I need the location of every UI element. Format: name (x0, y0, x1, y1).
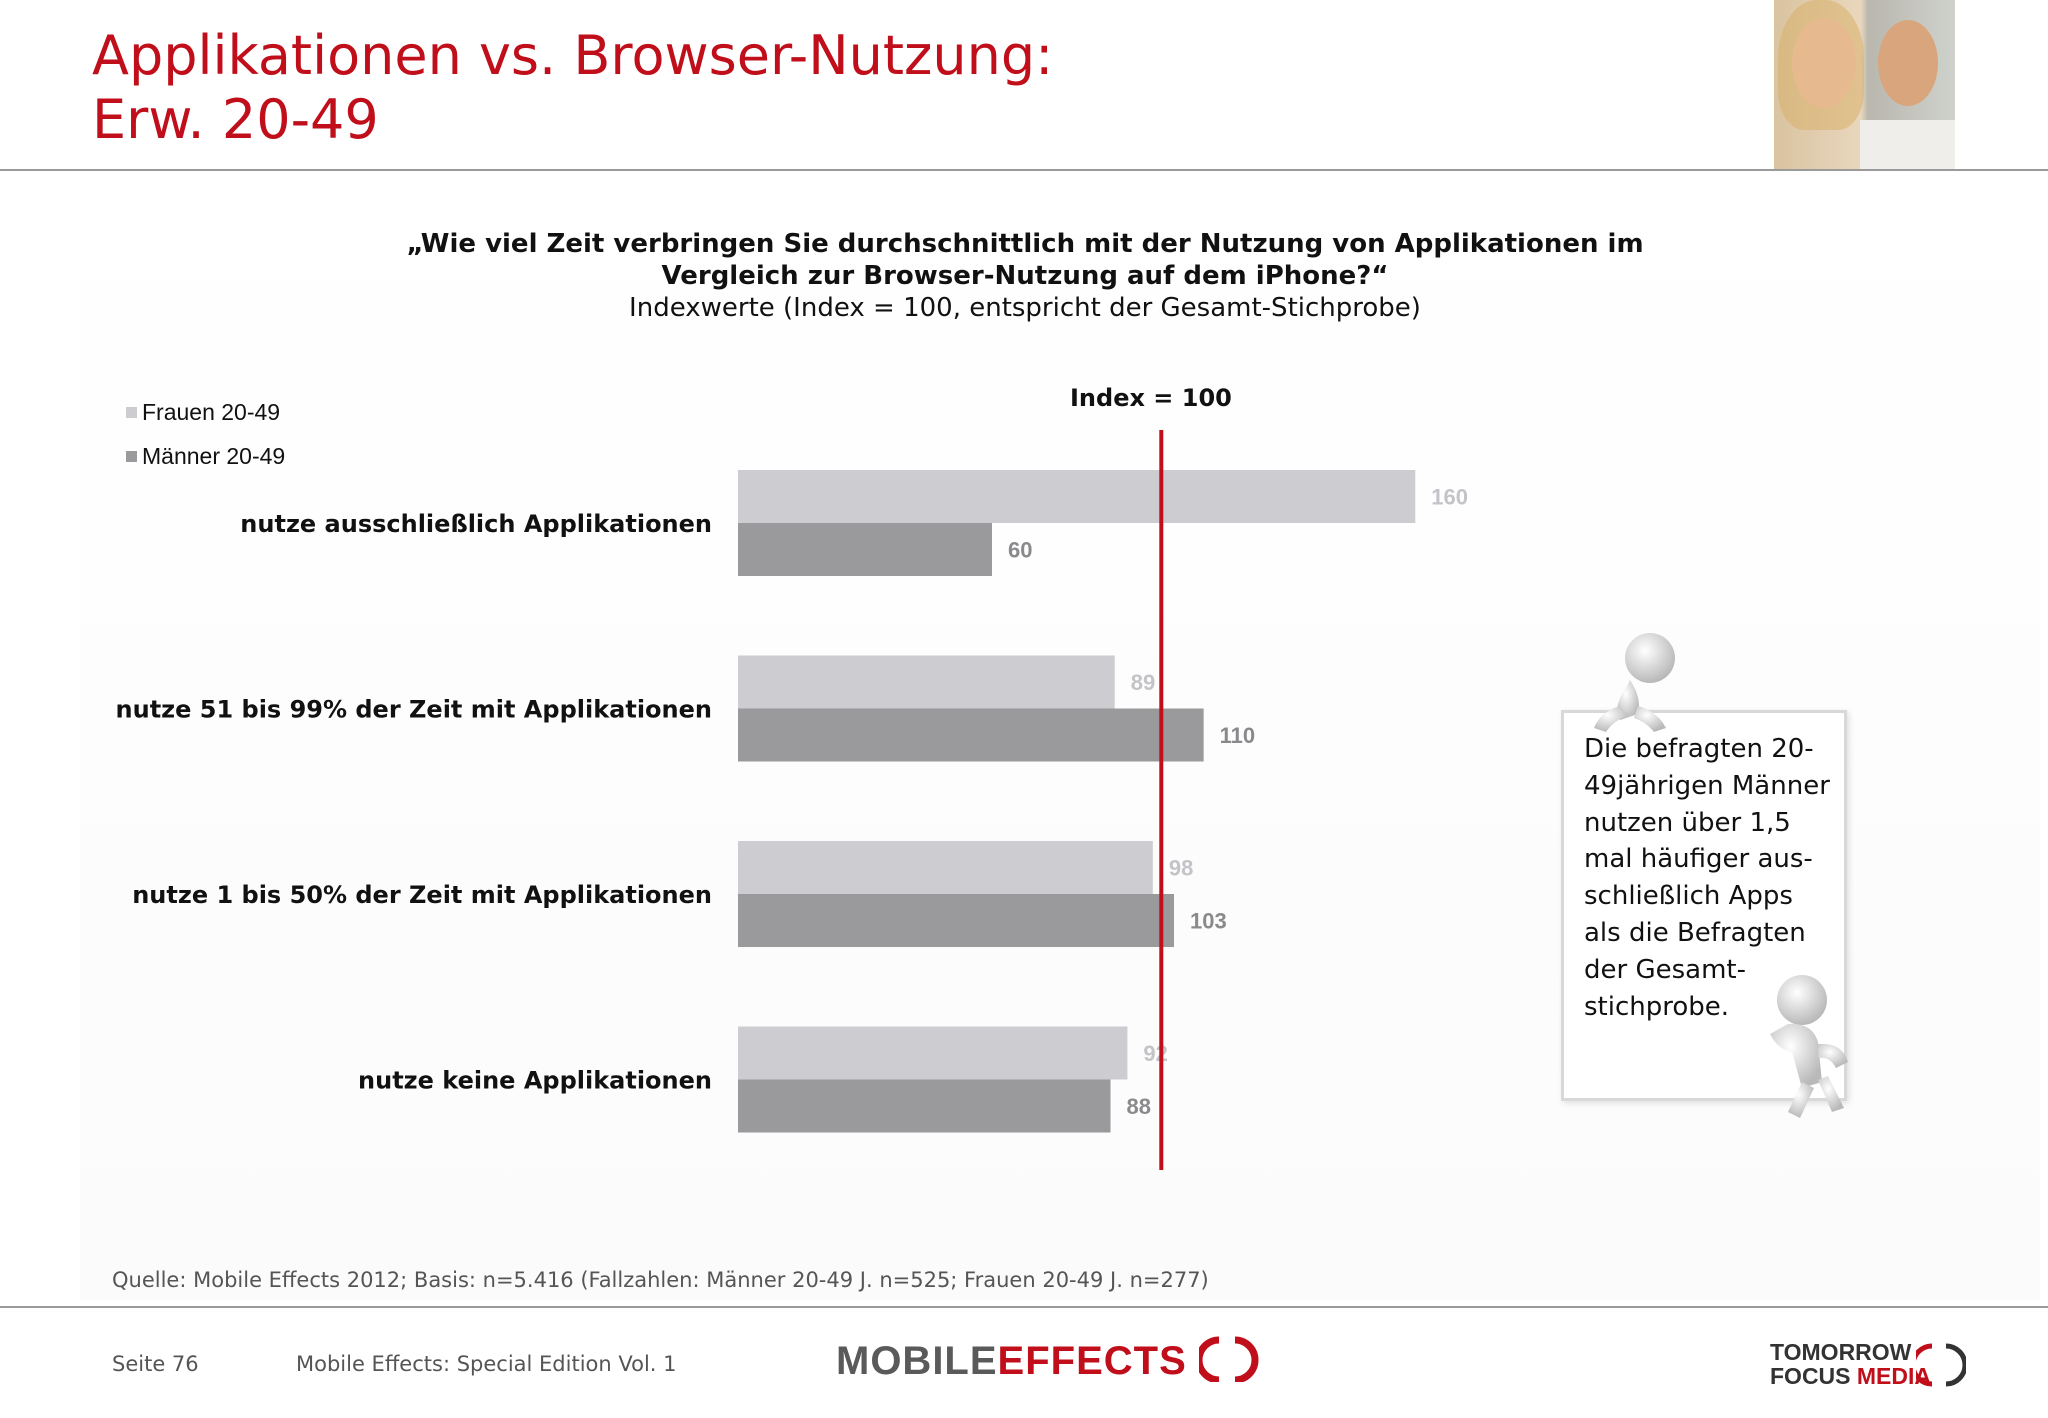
bar-maenner (738, 1079, 1111, 1133)
data-label: 60 (1008, 538, 1032, 563)
header-photo (1774, 0, 1955, 170)
chart-legend: Frauen 20-49 Männer 20-49 (126, 390, 285, 478)
category-label: nutze 1 bis 50% der Zeit mit Applikation… (132, 881, 712, 909)
footer-divider (0, 1306, 2048, 1308)
mobile-effects-logo-mark-icon (1195, 1336, 1259, 1384)
category-label: nutze keine Applikationen (358, 1067, 712, 1095)
title-line-2: Erw. 20-49 (92, 88, 379, 151)
legend-label-maenner: Männer 20-49 (142, 442, 286, 469)
bar-frauen (738, 841, 1153, 894)
category-label: nutze ausschließlich Applikationen (240, 510, 712, 538)
bar-frauen (738, 1026, 1128, 1080)
category-label: nutze 51 bis 99% der Zeit mit Applikatio… (116, 696, 712, 724)
bar-frauen (738, 470, 1416, 523)
data-label: 92 (1143, 1041, 1167, 1066)
legend-swatch-maenner (126, 450, 137, 462)
legend-label-frauen: Frauen 20-49 (142, 398, 281, 425)
data-label: 110 (1220, 723, 1256, 748)
bar-frauen (738, 655, 1115, 709)
data-label: 98 (1169, 856, 1193, 881)
bar-maenner (738, 708, 1204, 762)
figure-top-icon (1594, 633, 1675, 732)
data-label: 89 (1131, 670, 1155, 695)
annotation-text: Die befragten 20-49jährigen Männer nutze… (1584, 734, 1830, 1022)
source-note: Quelle: Mobile Effects 2012; Basis: n=5.… (112, 1268, 1209, 1292)
tomorrow-focus-logo-mark-icon (1916, 1343, 1966, 1387)
question-line-1: „Wie viel Zeit verbringen Sie durchschni… (406, 229, 1644, 259)
mobile-effects-logo: MOBILEEFFECTS (836, 1336, 1259, 1384)
question-line-2: Vergleich zur Browser-Nutzung auf dem iP… (661, 261, 1389, 291)
tomorrow-focus-media-logo: TOMORROW FOCUS MEDIA (1770, 1340, 1966, 1388)
figure-bottom-icon (1770, 975, 1848, 1118)
data-label: 160 (1431, 485, 1468, 510)
publication-name: Mobile Effects: Special Edition Vol. 1 (296, 1352, 677, 1376)
reference-line-label: Index = 100 (1070, 384, 1232, 412)
legend-item-maenner: Männer 20-49 (126, 434, 285, 478)
chart-question: „Wie viel Zeit verbringen Sie durchschni… (300, 228, 1750, 324)
legend-item-frauen: Frauen 20-49 (126, 390, 285, 434)
bar-maenner (738, 523, 992, 576)
bar-maenner (738, 894, 1174, 947)
data-label: 88 (1127, 1094, 1151, 1119)
page-title: Applikationen vs. Browser-Nutzung: Erw. … (92, 24, 1053, 152)
question-subtitle: Indexwerte (Index = 100, entspricht der … (629, 293, 1421, 323)
title-line-1: Applikationen vs. Browser-Nutzung: (92, 24, 1054, 87)
data-label: 103 (1190, 909, 1227, 934)
legend-swatch-frauen (126, 406, 137, 418)
page-number: Seite 76 (112, 1352, 199, 1376)
header-divider (0, 169, 2048, 171)
